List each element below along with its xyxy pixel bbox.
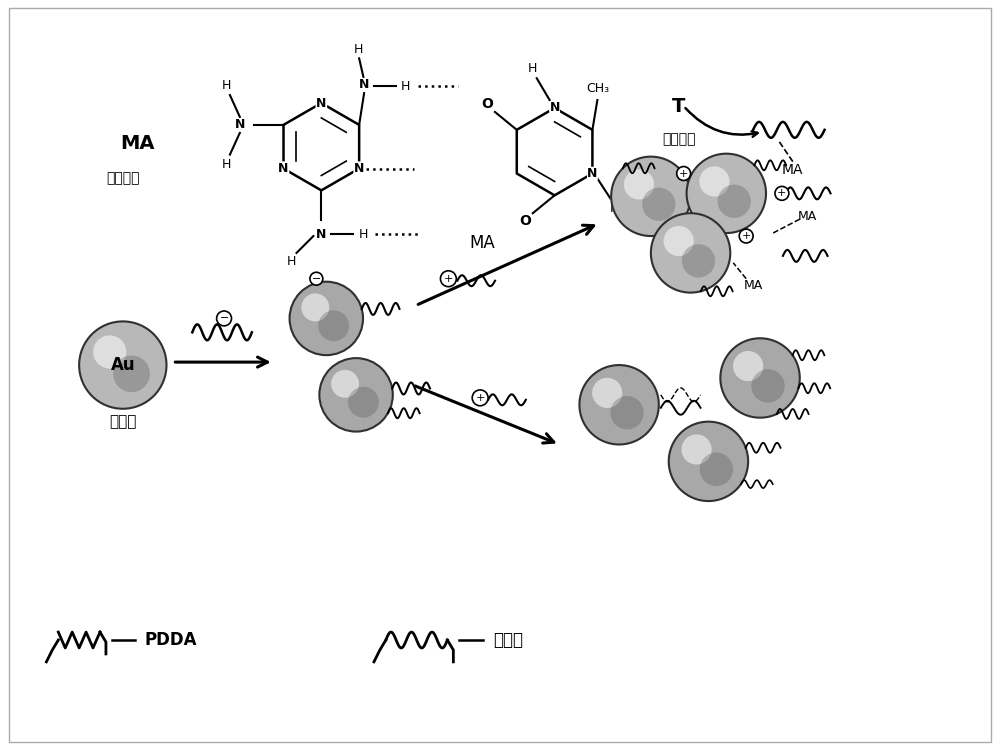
Circle shape xyxy=(775,187,789,200)
Text: H: H xyxy=(528,62,537,75)
Text: N: N xyxy=(549,101,560,115)
Circle shape xyxy=(624,170,654,200)
Circle shape xyxy=(682,244,715,278)
Text: N: N xyxy=(587,167,598,180)
Circle shape xyxy=(611,157,691,236)
Circle shape xyxy=(733,351,763,381)
Circle shape xyxy=(310,272,323,285)
Text: H: H xyxy=(610,202,619,214)
Circle shape xyxy=(677,166,691,181)
Circle shape xyxy=(664,226,694,256)
Circle shape xyxy=(79,322,166,409)
Circle shape xyxy=(739,229,753,243)
Text: +: + xyxy=(777,188,787,198)
Text: MA: MA xyxy=(120,134,155,153)
Text: −: − xyxy=(219,314,229,323)
Circle shape xyxy=(700,452,733,486)
Text: PDDA: PDDA xyxy=(145,631,197,649)
Circle shape xyxy=(642,188,675,221)
Text: MA: MA xyxy=(469,234,495,252)
Circle shape xyxy=(651,213,730,292)
Text: −: − xyxy=(312,274,321,284)
Circle shape xyxy=(348,387,379,418)
Circle shape xyxy=(290,282,363,356)
Text: H: H xyxy=(222,79,232,92)
Text: MA: MA xyxy=(798,210,817,223)
Text: MA: MA xyxy=(782,163,804,176)
Circle shape xyxy=(610,396,644,430)
Circle shape xyxy=(687,154,766,233)
Text: N: N xyxy=(235,118,245,131)
Circle shape xyxy=(318,310,349,341)
Circle shape xyxy=(718,184,751,218)
Text: T: T xyxy=(672,98,685,116)
Text: O: O xyxy=(481,97,493,111)
Circle shape xyxy=(669,422,748,501)
Text: N: N xyxy=(354,162,364,175)
Circle shape xyxy=(472,390,488,406)
Text: +: + xyxy=(444,274,453,284)
Circle shape xyxy=(113,356,150,392)
Circle shape xyxy=(301,293,329,321)
Text: N: N xyxy=(316,227,327,241)
Circle shape xyxy=(319,358,393,431)
Text: O: O xyxy=(519,214,531,228)
Circle shape xyxy=(440,271,456,286)
Circle shape xyxy=(751,369,785,403)
Text: H: H xyxy=(222,158,232,171)
Text: H: H xyxy=(401,80,410,93)
Text: H: H xyxy=(353,43,363,56)
Text: +: + xyxy=(475,393,485,403)
Text: H: H xyxy=(358,227,368,241)
Text: CH₃: CH₃ xyxy=(586,82,609,94)
Circle shape xyxy=(681,434,712,464)
Circle shape xyxy=(93,335,126,368)
Text: Au: Au xyxy=(111,356,135,374)
Text: MA: MA xyxy=(743,279,763,292)
Text: 适配体: 适配体 xyxy=(493,631,523,649)
Text: 胸腺嘘啖: 胸腺嘘啖 xyxy=(662,132,695,146)
Circle shape xyxy=(579,365,659,445)
Text: +: + xyxy=(679,169,688,178)
Text: 三聚氰胺: 三聚氰胺 xyxy=(106,172,140,185)
Text: N: N xyxy=(278,162,289,175)
Text: +: + xyxy=(741,231,751,241)
Circle shape xyxy=(720,338,800,418)
Circle shape xyxy=(592,378,622,408)
Circle shape xyxy=(331,370,359,398)
Text: 纳米金: 纳米金 xyxy=(109,414,137,429)
Circle shape xyxy=(699,166,729,196)
Text: N: N xyxy=(359,78,369,91)
Text: N: N xyxy=(316,97,327,109)
Circle shape xyxy=(217,311,232,326)
Text: H: H xyxy=(287,255,296,268)
